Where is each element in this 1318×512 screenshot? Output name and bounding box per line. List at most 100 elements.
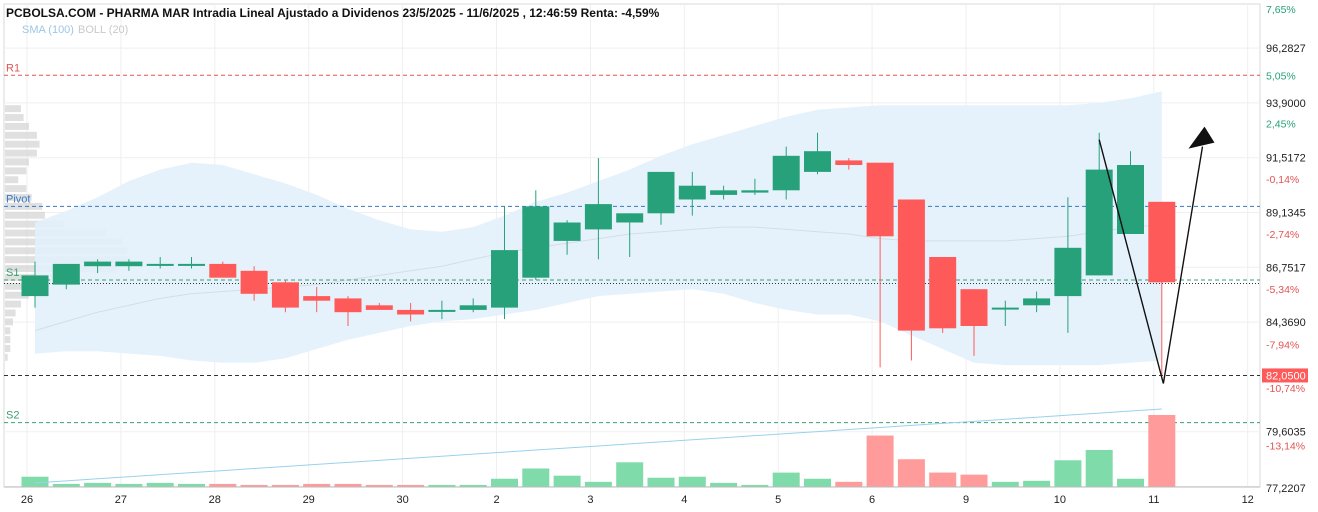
candle [616,213,644,257]
candle-body [84,261,112,267]
current-price-tag [1262,368,1308,383]
volume-bar [835,481,863,487]
candle-body [929,257,957,329]
candle-body [678,185,706,200]
candle-body [1085,169,1113,276]
trend-arrow-line [1098,139,1204,384]
y-tick-price: 93,9000 [1266,98,1306,110]
x-tick-label: 11 [1148,494,1159,506]
x-tick-label: 26 [21,494,33,506]
candle [1085,132,1113,276]
candle [52,263,80,290]
candle-body [772,155,800,191]
volume-bar [115,483,143,487]
volume-profile-bar [5,318,13,326]
candle-body [271,282,299,308]
candle-body [991,307,1019,310]
volume-bar [334,483,362,487]
volume-bar [584,481,612,487]
candle [21,261,49,308]
volume-bar [710,482,738,487]
x-tick-label: 29 [303,494,315,506]
candle [835,158,863,170]
volume-bar [209,483,237,487]
candle-body [710,190,738,195]
volume-profile-bar [5,202,43,210]
x-tick-label: 3 [587,494,593,506]
y-tick-percent: -0,14% [1266,174,1299,186]
candle-body [397,309,425,315]
volume-profile-bar [5,176,19,184]
candle-body [616,213,644,223]
candle-body [897,199,925,331]
candle-body [303,296,331,301]
candle [678,171,706,216]
candle [271,280,299,313]
candle [397,303,425,322]
candle-body [115,261,143,267]
volume-bar [178,483,205,487]
x-tick-label: 10 [1054,494,1066,506]
candle [365,303,393,310]
candle [553,220,581,255]
candle [178,257,205,269]
volume-profile-bar [5,220,64,228]
axes-layer: 96,2827 93,9000 91,5172 89,1345 86,7517 84,36… [4,4,1308,506]
trend-arrow-head [1188,126,1215,149]
volume-bar [553,475,581,487]
candle [1054,197,1082,333]
sma-indicator-label: SMA (100) [22,24,74,36]
x-tick-label: 5 [775,494,781,506]
volume-bar [866,435,894,487]
volume-bar [1117,478,1144,487]
x-tick-label: 30 [396,494,408,506]
candle-body [428,309,456,312]
y-tick-price: 79,6035 [1266,427,1306,439]
candle [647,171,675,225]
y-tick-percent: 5,05% [1266,70,1296,82]
level-label-s1: S1 [6,267,19,279]
volume-bar [678,476,706,487]
chart-title: PCBOLSA.COM - PHARMA MAR Intradia Lineal… [6,6,660,20]
candle-body [553,222,581,241]
candle-body [240,270,268,294]
level-label-s2: S2 [6,410,19,422]
volume-bar [741,484,769,487]
y-tick-price: 77,2207 [1266,483,1306,495]
volume-profile-bar [5,282,37,290]
candle [584,158,612,260]
candle-body [334,298,362,313]
candle [1023,291,1051,313]
volume-profile-bar [5,291,29,299]
candle [459,298,487,313]
level-label-r1: R1 [6,62,20,74]
y-tick-percent: 7,65% [1266,4,1296,16]
y-tick-percent: -13,14% [1266,441,1305,453]
candle [303,286,331,313]
volume-profile-bar [5,105,21,113]
volume-profile-bar [5,309,16,317]
volume-profile-bar [5,327,11,335]
y-tick-price: 91,5172 [1266,153,1306,165]
candle-body [1023,298,1051,306]
candle-body [960,289,988,326]
volume-bar [52,483,80,487]
candle-body [178,263,205,266]
volume-bar [21,476,49,487]
candle [491,206,518,320]
x-tick-label: 12 [1242,494,1254,506]
candle [334,296,362,326]
y-tick-price: 96,2827 [1266,43,1306,55]
volume-profile-bar [5,158,29,166]
x-tick-label: 9 [963,494,969,506]
volume-profile-bar [5,345,11,352]
volume-profile-bar [5,185,27,193]
candle-body [459,305,487,310]
volume-layer [21,408,1176,487]
volume-bar [960,474,988,487]
y-tick-percent: 2,45% [1266,119,1296,131]
candle [146,257,174,269]
volume-profile-bar [5,300,21,308]
volume-bar [271,484,299,487]
candle [84,259,112,274]
